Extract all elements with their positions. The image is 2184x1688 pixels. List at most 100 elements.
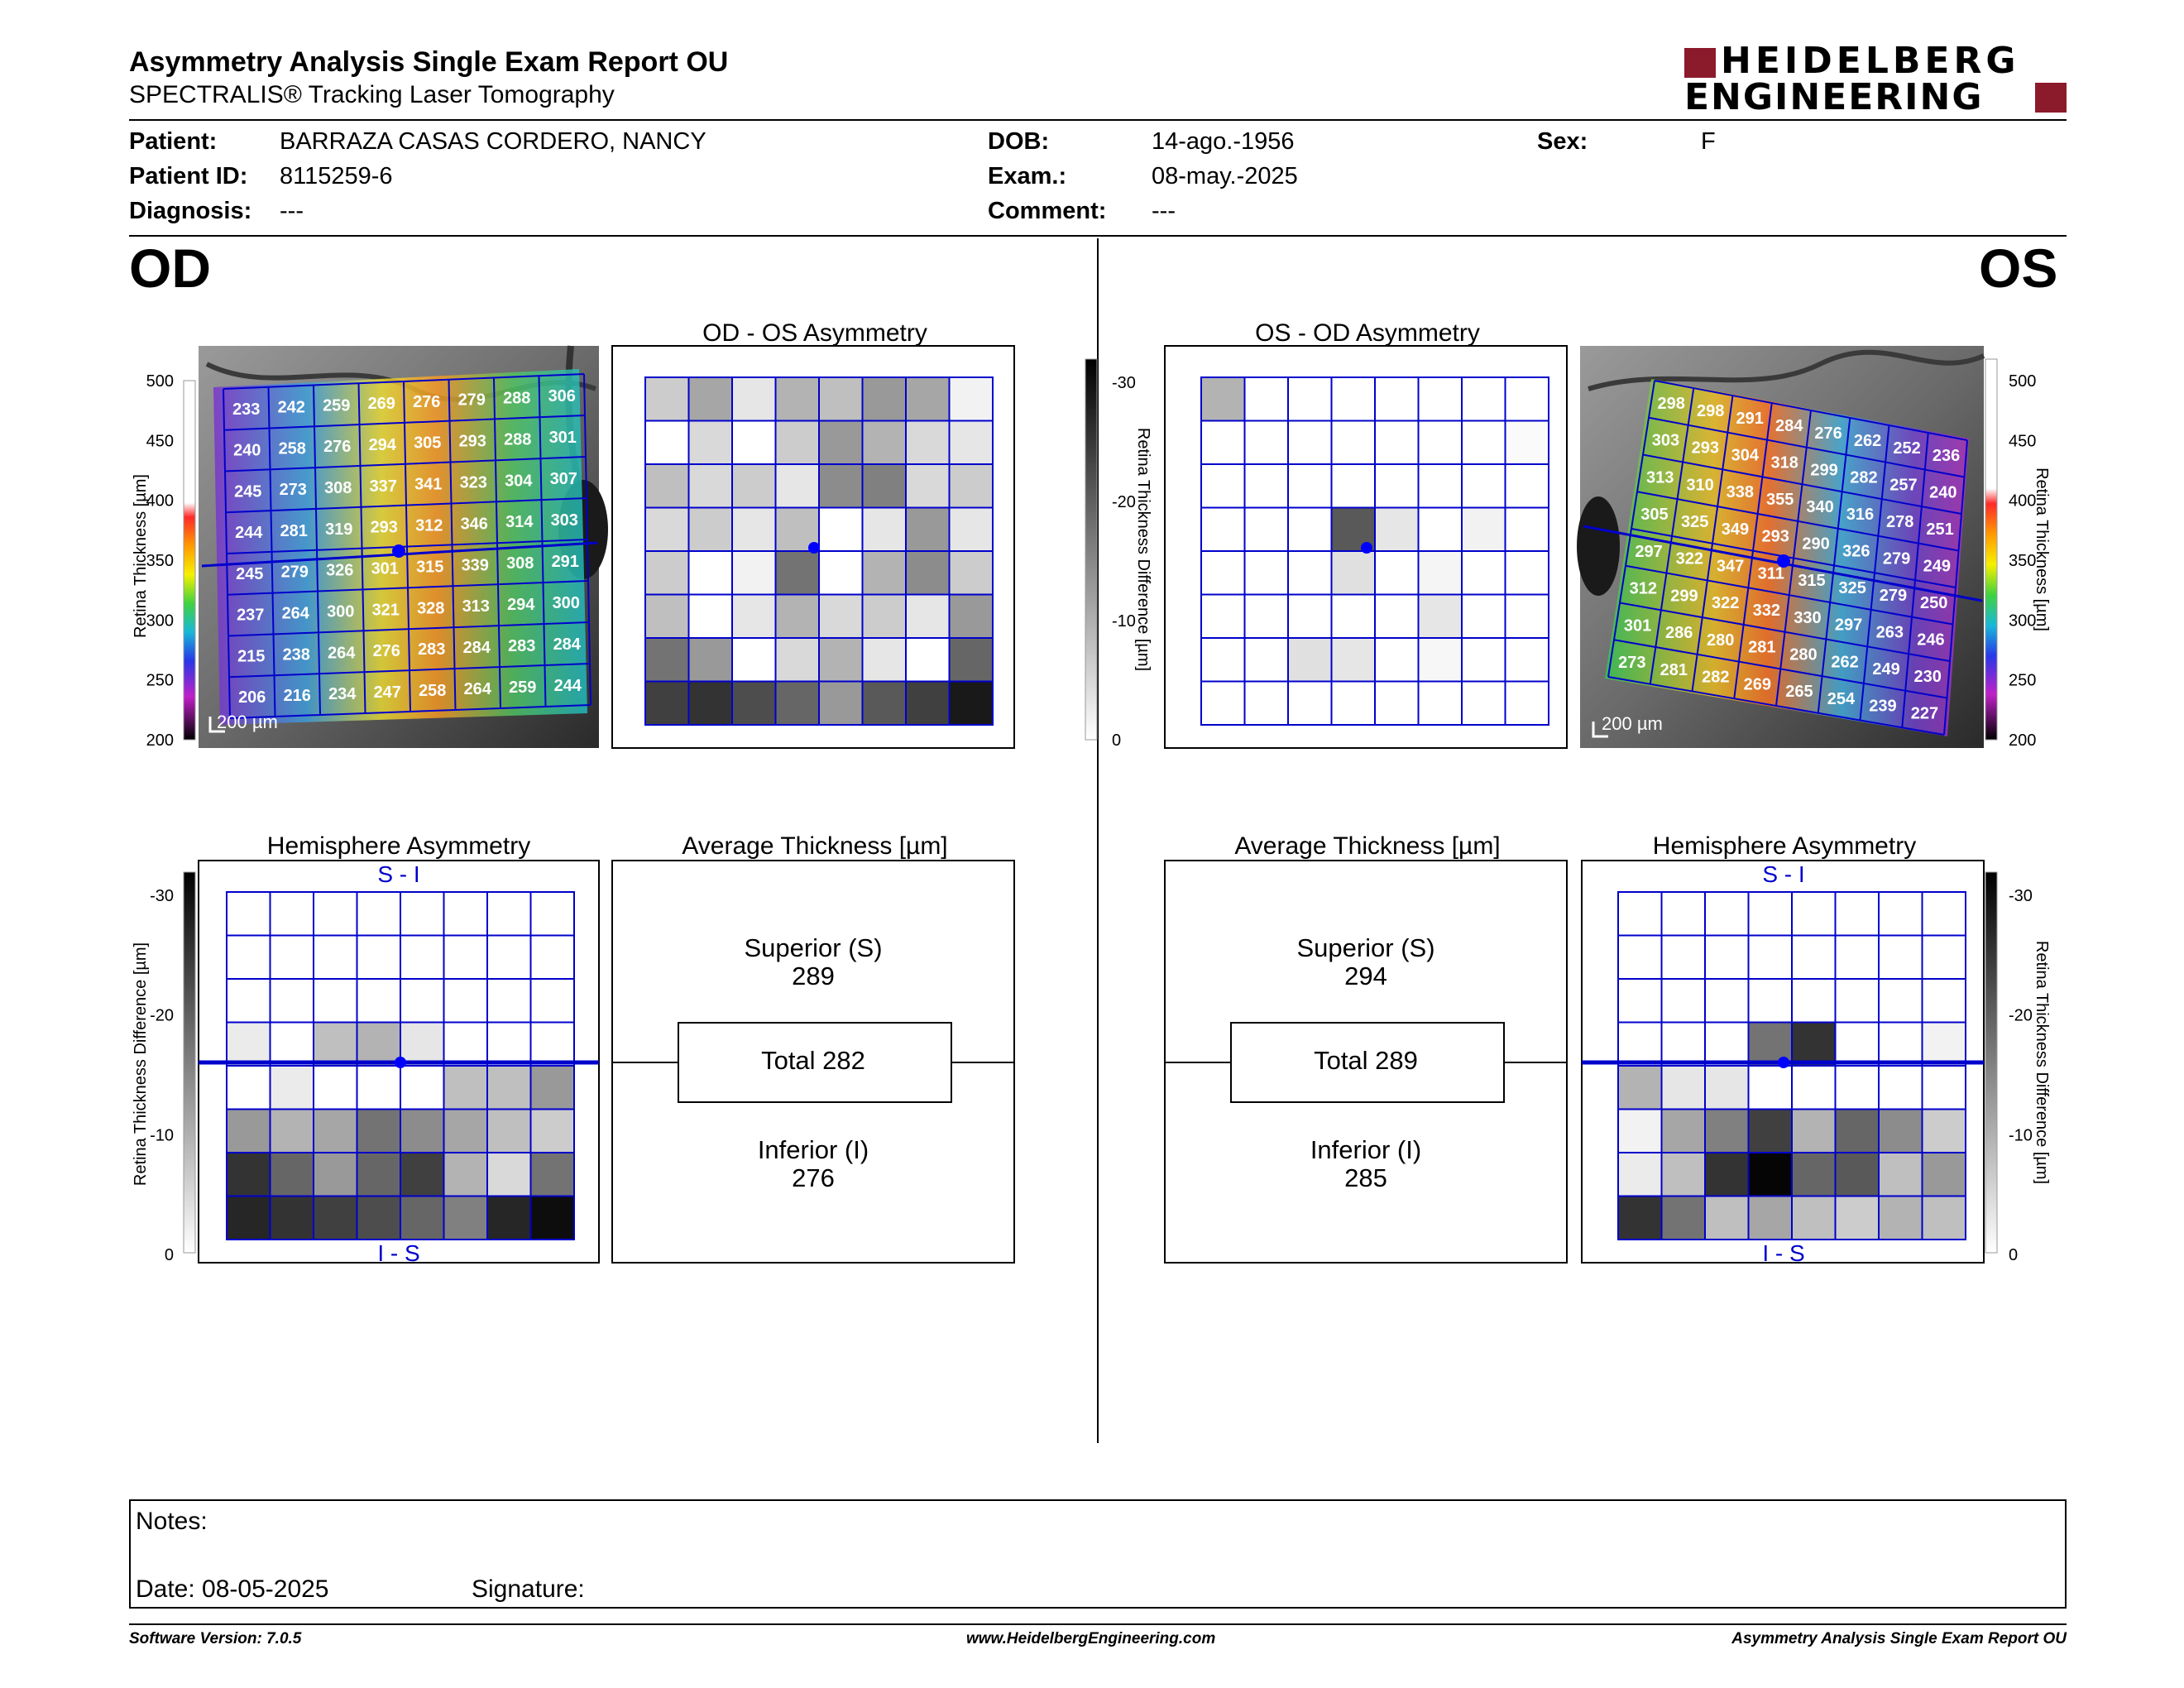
- od-thickness-value: 326: [326, 562, 353, 580]
- footer-website: www.HeidelbergEngineering.com: [966, 1630, 1215, 1648]
- od-asym-cell: [732, 377, 776, 421]
- od-thickness-value: 245: [236, 565, 263, 583]
- od-hemi-cell: [357, 979, 401, 1023]
- od-thickness-tick-label: 350: [146, 552, 174, 570]
- od-thickness-value: 264: [328, 644, 356, 662]
- os-asym-cell: [1332, 638, 1376, 682]
- od-hemi-cell: [271, 892, 314, 936]
- od-hemi-cell: [444, 1153, 488, 1196]
- od-hemi-cell: [271, 1066, 314, 1110]
- od-hemi-cell: [271, 1023, 314, 1067]
- os-asym-cell: [1332, 464, 1376, 508]
- od-asym-cell: [906, 682, 950, 726]
- os-asym-cell: [1245, 508, 1289, 552]
- od-hemi-cell: [227, 1153, 271, 1196]
- os-thickness-value: 273: [1618, 654, 1645, 672]
- od-asym-cell: [776, 551, 820, 595]
- os-asym-cell: [1506, 682, 1549, 726]
- od-hemi-cell: [444, 1110, 488, 1153]
- od-asym-cell: [950, 421, 994, 465]
- od-hemi-cell: [487, 1153, 531, 1196]
- od-asym-cell: [689, 682, 733, 726]
- center-diff-colorbar-fill: [1085, 359, 1097, 740]
- os-thickness-colorbar-fill: [1985, 359, 1997, 740]
- os-asym-cell: [1245, 638, 1289, 682]
- od-hemi-cell: [531, 979, 575, 1023]
- os-asym-cell: [1375, 464, 1419, 508]
- od-thickness-value: 291: [552, 553, 579, 571]
- os-thickness-value: 281: [1748, 639, 1775, 657]
- od-thickness-value: 346: [461, 515, 488, 533]
- od-hemi-cell: [531, 1110, 575, 1153]
- os-asym-cell: [1419, 638, 1463, 682]
- od-hemi-cell: [444, 936, 488, 980]
- od-asym-cell: [645, 638, 689, 682]
- os-asym-cell: [1462, 638, 1506, 682]
- os-thickness-value: 311: [1758, 564, 1784, 583]
- os-hemi-axis-label: Retina Thickness Difference [µm]: [2033, 941, 2051, 1184]
- od-hemi-tick-label: -30: [150, 887, 174, 905]
- os-hemi-cell: [1618, 979, 1662, 1023]
- od-thickness-value: 258: [279, 439, 306, 458]
- os-hemi-colorbar-fill: [1985, 872, 1997, 1253]
- od-thickness-value: 308: [506, 554, 534, 573]
- os-asym-cell: [1375, 421, 1419, 465]
- od-asym-cell: [732, 421, 776, 465]
- od-thickness-value: 206: [238, 688, 266, 707]
- od-hemi-cell: [400, 979, 444, 1023]
- od-thickness-value: 240: [233, 442, 261, 460]
- od-thickness-value: 301: [371, 559, 399, 578]
- od-asym-cell: [950, 464, 994, 508]
- od-asym-cell: [906, 638, 950, 682]
- od-hemi-cell: [227, 979, 271, 1023]
- od-hemi-colorbar-fill: [184, 872, 195, 1253]
- od-thickness-value: 244: [554, 677, 582, 695]
- os-thickness-value: 246: [1917, 631, 1944, 649]
- od-asym-cell: [645, 595, 689, 639]
- od-thickness-colorbar-fill: [184, 381, 195, 740]
- os-hemi-cell: [1705, 1153, 1749, 1196]
- os-asym-cell: [1375, 508, 1419, 552]
- od-asym-cell: [819, 595, 863, 639]
- od-hemi-cell: [487, 979, 531, 1023]
- os-hemi-cell: [1879, 1153, 1923, 1196]
- os-thickness-value: 293: [1692, 439, 1719, 458]
- os-asym-cell: [1245, 464, 1289, 508]
- od-asym-cell: [732, 508, 776, 552]
- od-thickness-value: 234: [328, 685, 357, 703]
- od-thickness-value: 337: [370, 477, 397, 496]
- notes-box[interactable]: [129, 1499, 2067, 1609]
- os-hemi-cell: [1662, 1110, 1706, 1153]
- os-hemi-cell: [1662, 1023, 1706, 1067]
- od-thickness-value: 215: [237, 647, 265, 665]
- os-thickness-value: 263: [1876, 624, 1904, 642]
- os-hemi-tick-label: -10: [2009, 1126, 2033, 1144]
- os-asym-cell: [1506, 638, 1549, 682]
- od-asym-cell: [776, 377, 820, 421]
- od-thickness-value: 314: [505, 513, 534, 531]
- center-diff-colorbar: -30-20-100 Retina Thickness Difference […: [1085, 359, 1152, 750]
- od-asym-cell: [776, 682, 820, 726]
- notes-label: Notes:: [136, 1508, 208, 1536]
- od-hemi-cell: [357, 1196, 401, 1240]
- os-hemi-cell: [1618, 1110, 1662, 1153]
- os-thickness-value: 313: [1646, 468, 1674, 487]
- od-hemi-bottom-label: I - S: [377, 1240, 419, 1266]
- os-hemi-cell: [1662, 936, 1706, 980]
- od-asym-cell: [689, 421, 733, 465]
- os-asym-cell: [1462, 595, 1506, 639]
- od-thickness-value: 288: [503, 389, 530, 407]
- os-thickness-value: 236: [1933, 447, 1960, 465]
- od-asym-cell: [950, 638, 994, 682]
- os-thickness-value: 297: [1835, 616, 1862, 635]
- od-hemi-top-label: S - I: [377, 861, 419, 887]
- os-superior-value: 294: [1167, 961, 1564, 991]
- od-asym-cell: [819, 551, 863, 595]
- os-thickness-value: 325: [1681, 513, 1708, 531]
- od-asym-cell: [906, 551, 950, 595]
- od-thickness-value: 237: [237, 607, 264, 625]
- od-hemi-cell: [487, 936, 531, 980]
- os-asym-cell: [1201, 508, 1245, 552]
- od-hemi-cell: [271, 1196, 314, 1240]
- os-thickness-value: 355: [1766, 491, 1794, 509]
